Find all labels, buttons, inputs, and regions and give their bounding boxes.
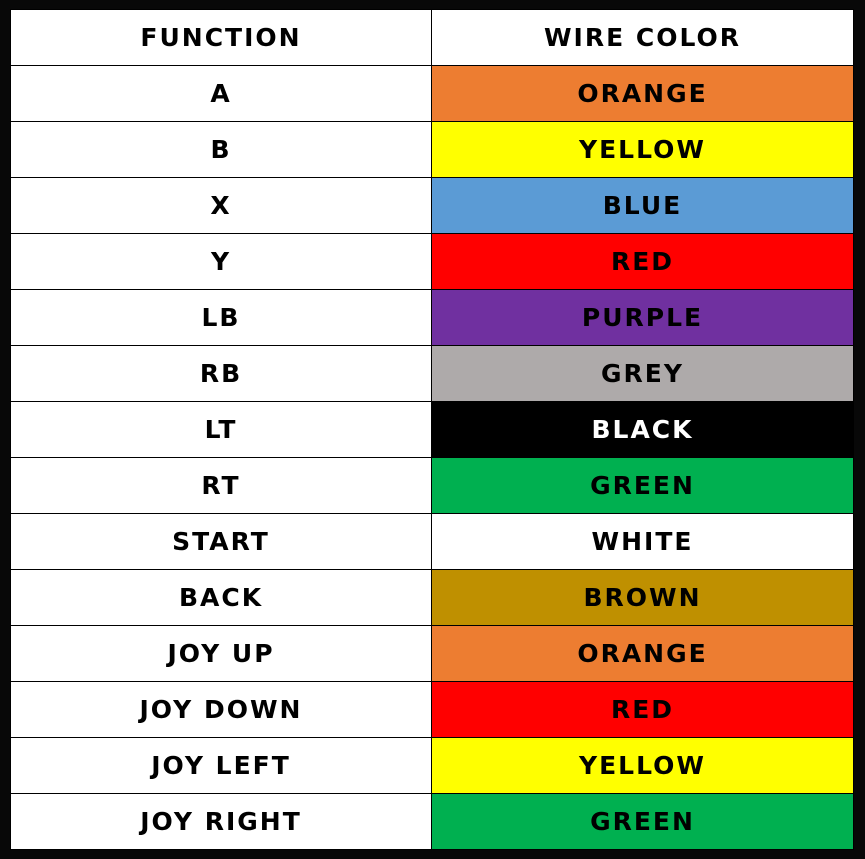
function-cell: B: [10, 121, 432, 178]
wire-color-cell: GREEN: [431, 793, 854, 850]
wire-color-cell: YELLOW: [431, 737, 854, 794]
wire-color-table: FUNCTION WIRE COLOR A ORANGE B YELLOW X BLUE Y…: [10, 9, 854, 850]
wire-color-cell: RED: [431, 233, 854, 290]
function-cell: A: [10, 65, 432, 122]
table-row: JOY LEFT YELLOW: [10, 737, 854, 794]
wire-color-cell: YELLOW: [431, 121, 854, 178]
function-cell: RB: [10, 345, 432, 402]
wire-color-cell: BROWN: [431, 569, 854, 626]
function-cell: JOY UP: [10, 625, 432, 682]
table-row: JOY DOWN RED: [10, 681, 854, 738]
wire-color-cell: GREEN: [431, 457, 854, 514]
wire-color-cell: ORANGE: [431, 65, 854, 122]
wire-color-header: WIRE COLOR: [431, 9, 854, 66]
table-row: BACK BROWN: [10, 569, 854, 626]
table-row: LT BLACK: [10, 401, 854, 458]
function-cell: START: [10, 513, 432, 570]
table-row: RT GREEN: [10, 457, 854, 514]
table-row: JOY RIGHT GREEN: [10, 793, 854, 850]
header-row: FUNCTION WIRE COLOR: [10, 9, 854, 66]
table-row: JOY UP ORANGE: [10, 625, 854, 682]
function-cell: Y: [10, 233, 432, 290]
wire-color-cell: BLACK: [431, 401, 854, 458]
wire-color-cell: BLUE: [431, 177, 854, 234]
function-cell: LT: [10, 401, 432, 458]
table-row: START WHITE: [10, 513, 854, 570]
wire-color-cell: WHITE: [431, 513, 854, 570]
function-cell: JOY RIGHT: [10, 793, 432, 850]
table-row: X BLUE: [10, 177, 854, 234]
function-header: FUNCTION: [10, 9, 432, 66]
table-row: RB GREY: [10, 345, 854, 402]
function-cell: LB: [10, 289, 432, 346]
wire-color-cell: PURPLE: [431, 289, 854, 346]
function-cell: BACK: [10, 569, 432, 626]
table-row: A ORANGE: [10, 65, 854, 122]
function-cell: X: [10, 177, 432, 234]
function-cell: RT: [10, 457, 432, 514]
function-cell: JOY DOWN: [10, 681, 432, 738]
table-row: B YELLOW: [10, 121, 854, 178]
wire-color-cell: RED: [431, 681, 854, 738]
table-row: Y RED: [10, 233, 854, 290]
wire-color-cell: ORANGE: [431, 625, 854, 682]
function-cell: JOY LEFT: [10, 737, 432, 794]
table-row: LB PURPLE: [10, 289, 854, 346]
wire-color-cell: GREY: [431, 345, 854, 402]
